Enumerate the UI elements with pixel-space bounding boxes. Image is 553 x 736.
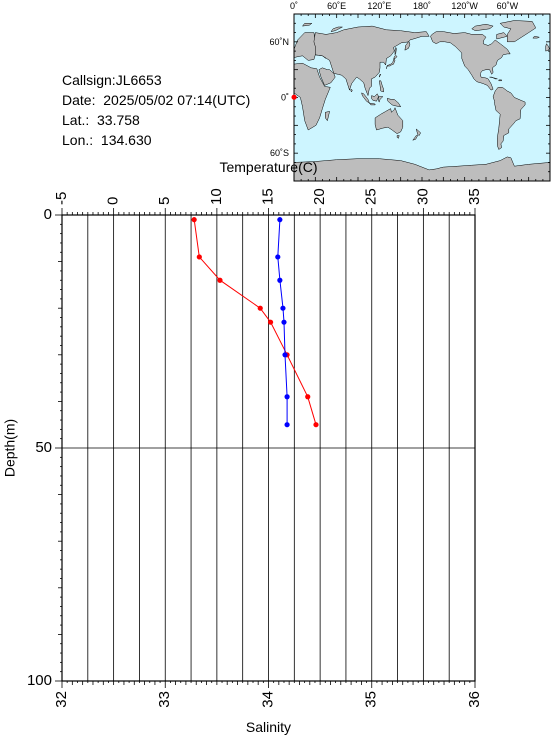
temperature-tick-label: 20 [311,188,328,205]
map-landmass [415,128,421,136]
map-landmass [498,79,502,82]
map-landmass [430,31,511,91]
map-landmass [294,156,550,181]
map-landmass [496,32,508,40]
temperature-data-point [305,394,311,400]
map-landmass [325,111,330,122]
map-lon-label: 180˚ [413,1,431,11]
salinity-data-point [280,305,286,311]
salinity-profile-line [277,219,288,425]
depth-tick-label: 50 [35,439,52,456]
salinity-data-point [282,352,288,358]
temperature-data-point [196,254,202,260]
map-landmass [378,96,384,103]
map-lat-label: 0˚ [281,93,289,103]
latitude-text: Lat.: 33.758 [62,112,140,128]
map-landmass [379,74,382,78]
map-landmass [368,102,376,106]
salinity-tick-label: 35 [363,691,380,708]
depth-tick-label: 100 [27,672,52,689]
temperature-data-point [257,305,263,311]
temperature-tick-label: 25 [363,188,380,205]
map-lon-label: 60˚E [327,1,346,11]
salinity-data-point [284,394,290,400]
map-landmass [393,55,398,59]
map-landmass [394,46,397,56]
map-landmass [386,57,396,69]
temperature-tick-label: 30 [414,188,431,205]
temperature-axis-title: Temperature(C) [219,159,317,175]
temperature-data-point [313,422,319,428]
temperature-tick-label: 5 [156,197,173,205]
map-landmass [294,62,331,131]
map-land [294,20,550,181]
depth-axis-title: Depth(m) [2,419,18,477]
map-lon-label: 120˚W [451,1,478,11]
map-landmass [330,26,343,32]
map-landmass [492,87,526,150]
map-landmass [499,20,537,43]
salinity-tick-label: 34 [259,691,276,708]
map-landmass [412,135,419,141]
grid [62,215,475,681]
station-marker [291,94,297,100]
temperature-profile-line [193,219,317,425]
map-landmass [386,98,402,108]
callsign-text: Callsign:JL6653 [62,72,162,88]
map-landmass [545,43,550,52]
salinity-data-point [277,277,283,283]
map-landmass [350,88,353,93]
station-info: Callsign:JL6653 Date: 2025/05/02 07:14(U… [62,70,250,150]
temperature-tick-label: 15 [259,188,276,205]
map-lat-label: 60˚N [269,37,289,47]
salinity-axis-title: Salinity [246,719,291,735]
map-lon-label: 120˚E [367,1,391,11]
temperature-tick-label: 35 [466,188,483,205]
temperature-tick-label: -5 [53,192,70,205]
depth-tick-label: 0 [44,206,52,223]
map-lat-label: 60˚S [270,148,289,158]
map-landmass [374,106,404,134]
salinity-tick-label: 33 [156,691,173,708]
map-landmass [371,93,379,102]
salinity-tick-label: 32 [53,691,70,708]
axis-ticks [55,208,476,688]
map-landmass [489,76,498,80]
temperature-tick-label: 0 [105,197,122,205]
map-ticks [293,13,551,182]
map-landmass [379,80,384,93]
map-lon-label: 0˚ [290,1,298,11]
temperature-tick-label: 10 [208,188,225,205]
salinity-tick-label: 36 [466,691,483,708]
temperature-data-point [217,277,223,283]
map-landmass [396,135,400,139]
map-landmass [471,23,494,31]
map-landmass [532,36,541,39]
salinity-data-point [275,254,281,260]
date-text: Date: 2025/05/02 07:14(UTC) [62,92,251,108]
map-landmass [318,67,336,86]
longitude-text: Lon.: 134.630 [62,132,152,148]
salinity-data-point [284,422,290,428]
map-lon-label: 60˚W [497,1,519,11]
temperature-data-point [267,319,274,325]
temperature-data-point [191,217,197,223]
map-landmass [301,23,313,27]
salinity-data-point [277,217,283,223]
map-landmass [313,25,430,97]
salinity-data-point [281,319,287,325]
